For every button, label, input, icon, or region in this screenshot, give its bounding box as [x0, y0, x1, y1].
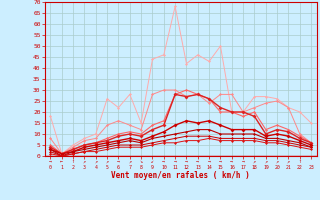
X-axis label: Vent moyen/en rafales ( km/h ): Vent moyen/en rafales ( km/h ) [111, 171, 250, 180]
